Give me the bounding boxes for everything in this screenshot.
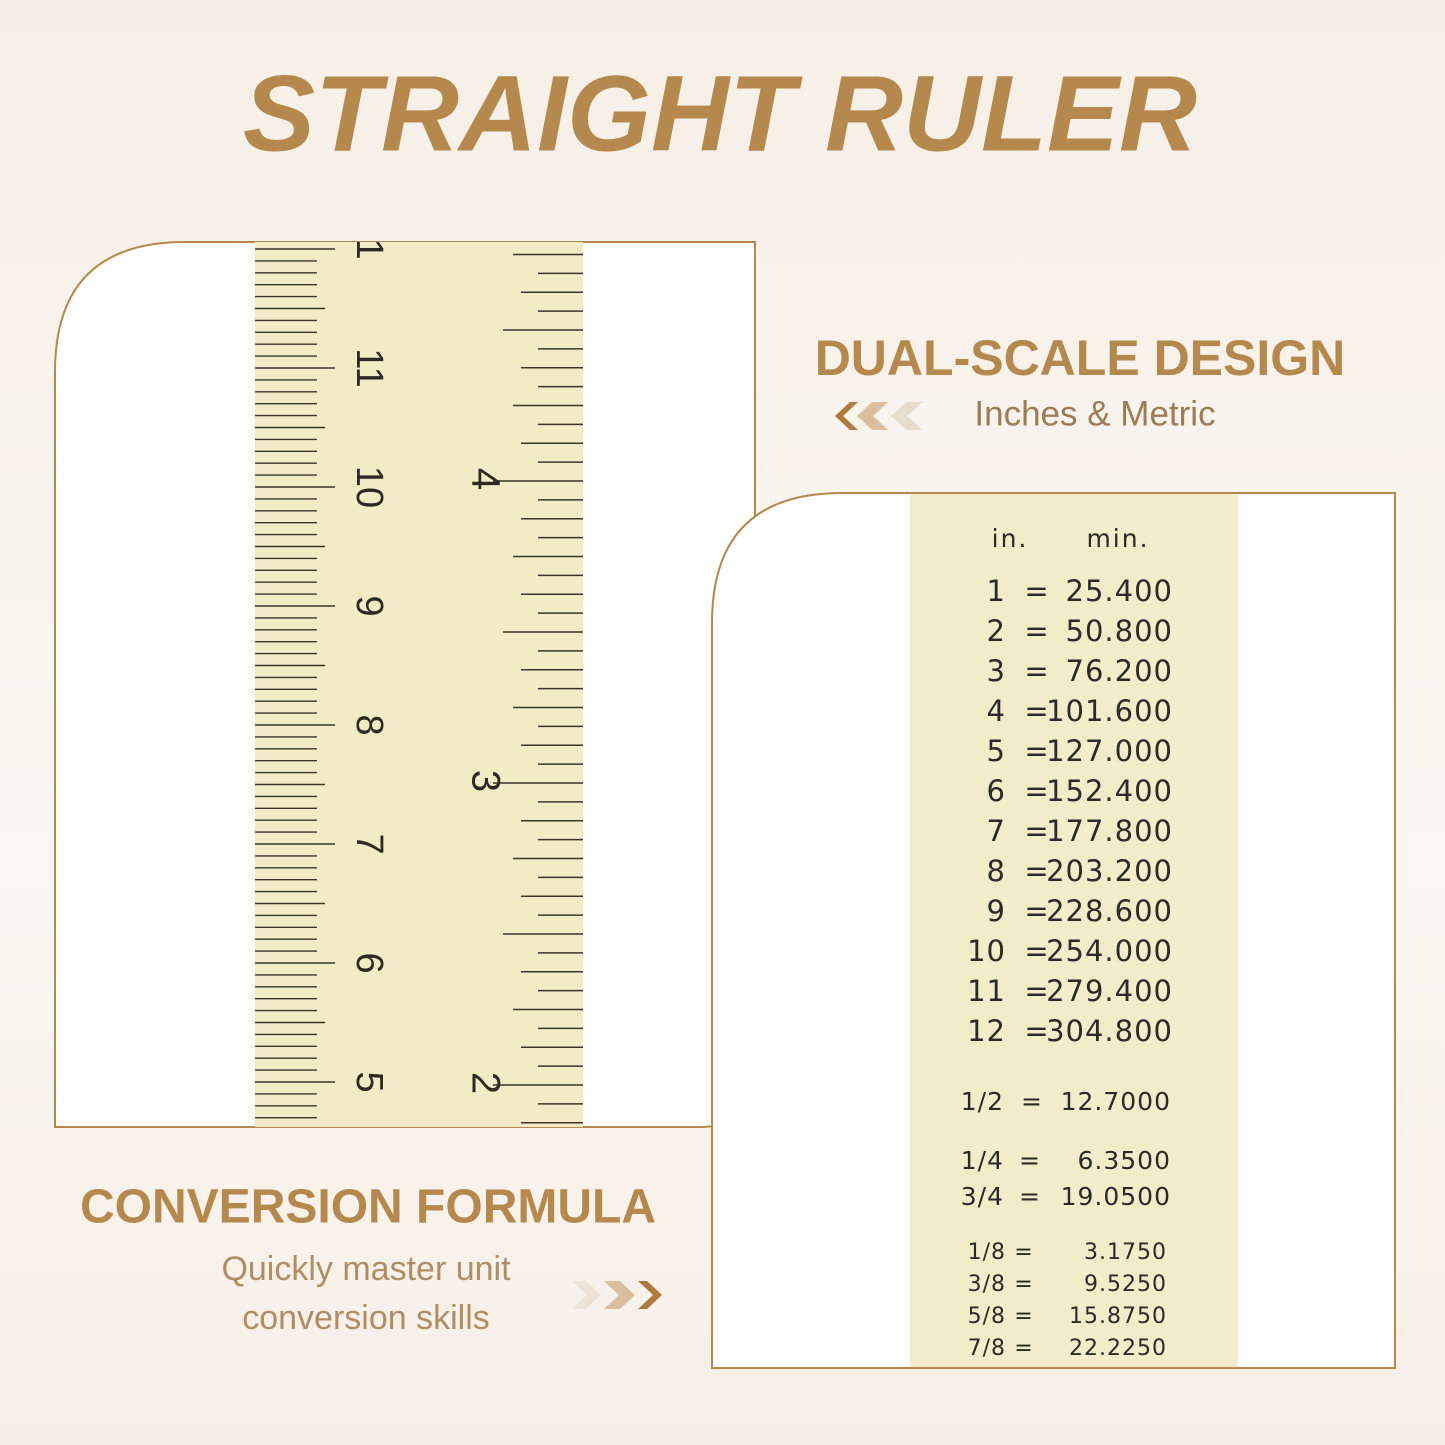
row-equals: = [1014,1336,1033,1361]
row-equals: = [1024,1014,1049,1048]
row-inches: 3 [987,654,1006,688]
row-equals: = [1024,974,1049,1008]
metric-label: 7 [348,833,390,854]
metric-label: 9 [348,595,390,616]
row-equals: = [1014,1304,1033,1329]
row-mm: 12.7000 [1061,1087,1171,1116]
row-equals: = [1014,1240,1033,1265]
row-equals: = [1024,574,1049,608]
table-header: in. [992,524,1029,553]
inch-label: 4 [463,468,507,490]
row-equals: = [1024,774,1049,808]
row-inches: 5/8 [968,1304,1006,1329]
row-inches: 2 [987,614,1006,648]
row-equals: = [1024,734,1049,768]
row-equals: = [1024,814,1049,848]
feature-subtitle: Inches & Metric [974,394,1215,433]
metric-label: 6 [348,952,390,973]
metric-label: 8 [348,714,390,735]
row-mm: 25.400 [1066,574,1173,608]
row-mm: 127.000 [1046,734,1173,768]
metric-label: 1 [348,238,390,259]
row-inches: 1/8 [968,1240,1006,1265]
row-inches: 9 [987,894,1006,928]
row-mm: 228.600 [1046,894,1173,928]
row-equals: = [1024,694,1049,728]
row-mm: 22.2250 [1069,1336,1167,1361]
row-equals: = [1024,894,1049,928]
chevrons-right [572,1281,662,1309]
feature-subtitle: Quickly master unit [221,1250,511,1288]
row-equals: = [1024,934,1049,968]
row-mm: 101.600 [1046,694,1173,728]
row-equals: = [1019,1182,1041,1211]
row-inches: 3/4 [961,1182,1004,1211]
row-inches: 1 [987,574,1006,608]
row-inches: 1/2 [961,1087,1004,1116]
row-mm: 152.400 [1046,774,1173,808]
row-inches: 12 [967,1014,1006,1048]
row-inches: 4 [987,694,1006,728]
row-inches: 7/8 [968,1336,1006,1361]
row-mm: 6.3500 [1078,1146,1171,1175]
ruler-strip-back [910,494,1238,1367]
row-inches: 11 [967,974,1006,1008]
metric-label: 11 [348,348,390,387]
page-title: STRAIGHT RULER [243,53,1197,174]
row-equals: = [1021,1087,1043,1116]
row-inches: 8 [987,854,1006,888]
inch-label: 3 [463,770,507,792]
row-inches: 5 [987,734,1006,768]
row-inches: 7 [987,814,1006,848]
table-header: min. [1086,524,1149,553]
feature-title: DUAL-SCALE DESIGN [815,330,1346,386]
feature-subtitle: conversion skills [242,1299,490,1337]
row-mm: 279.400 [1046,974,1173,1008]
row-mm: 254.000 [1046,934,1173,968]
chevrons-left [835,402,922,430]
row-inches: 6 [987,774,1006,808]
row-equals: = [1019,1146,1041,1175]
row-inches: 1/4 [961,1146,1004,1175]
row-inches: 3/8 [968,1272,1006,1297]
ruler-strip [255,242,583,1127]
row-mm: 203.200 [1046,854,1173,888]
row-mm: 76.200 [1066,654,1173,688]
row-mm: 177.800 [1046,814,1173,848]
metric-label: 5 [348,1071,390,1092]
row-mm: 50.800 [1066,614,1173,648]
row-equals: = [1024,654,1049,688]
row-inches: 10 [967,934,1006,968]
row-mm: 3.1750 [1084,1240,1167,1265]
row-mm: 15.8750 [1069,1304,1167,1329]
feature-title: CONVERSION FORMULA [80,1181,656,1234]
row-equals: = [1024,854,1049,888]
row-mm: 19.0500 [1061,1182,1171,1211]
metric-label: 10 [348,466,390,508]
inch-label: 2 [463,1072,507,1094]
row-equals: = [1014,1272,1033,1297]
row-mm: 9.5250 [1084,1272,1167,1297]
row-equals: = [1024,614,1049,648]
row-mm: 304.800 [1046,1014,1173,1048]
